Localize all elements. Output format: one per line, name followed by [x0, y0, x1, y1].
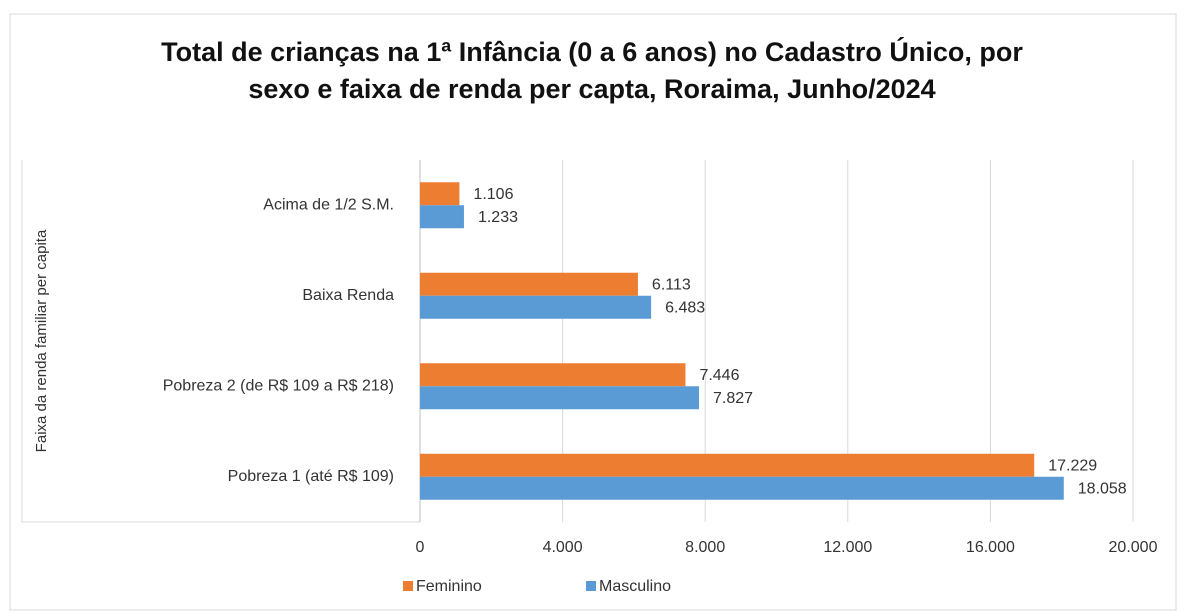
chart-title: Total de crianças na 1ª Infância (0 a 6 … — [161, 37, 1023, 104]
axis-title-frame — [21, 160, 420, 523]
data-label: 17.229 — [1048, 457, 1097, 474]
y-tick-label: Pobreza 2 (de R$ 109 a R$ 218) — [163, 377, 394, 394]
bar — [420, 386, 700, 410]
bar — [420, 363, 686, 387]
bar — [420, 182, 460, 206]
data-label: 7.446 — [699, 367, 739, 384]
x-tick-label: 16.000 — [966, 539, 1015, 556]
legend-swatch — [586, 581, 596, 591]
data-label: 6.113 — [652, 276, 691, 293]
x-tick-label: 4.000 — [543, 539, 583, 556]
x-tick-label: 20.000 — [1109, 539, 1158, 556]
data-label: 6.483 — [665, 299, 705, 316]
data-label: 18.058 — [1078, 480, 1127, 497]
bar — [420, 272, 638, 296]
bar — [420, 205, 464, 229]
x-tick-label: 0 — [416, 539, 425, 556]
y-tick-label: Baixa Renda — [302, 287, 394, 304]
data-label: 1.106 — [473, 186, 513, 203]
legend-label: Masculino — [599, 578, 671, 595]
x-tick-label: 12.000 — [823, 539, 872, 556]
y-axis-title: Faixa da renda familiar per capita — [33, 229, 50, 452]
legend-label: Feminino — [416, 578, 482, 595]
bar — [420, 453, 1035, 477]
y-tick-label: Acima de 1/2 S.M. — [263, 196, 394, 213]
bar — [420, 295, 652, 319]
y-tick-label: Pobreza 1 (até R$ 109) — [228, 468, 394, 485]
chart-border — [9, 13, 1177, 611]
bar — [420, 476, 1064, 500]
legend-swatch — [403, 581, 413, 591]
x-tick-label: 8.000 — [685, 539, 725, 556]
data-label: 7.827 — [713, 390, 753, 407]
data-label: 1.233 — [478, 209, 518, 226]
